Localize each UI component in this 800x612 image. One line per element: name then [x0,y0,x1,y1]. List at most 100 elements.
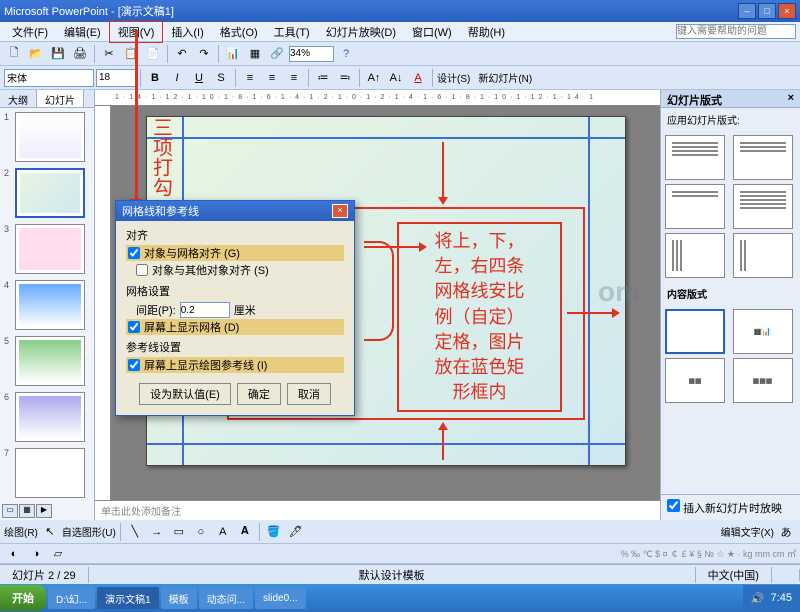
oval-icon[interactable]: ○ [191,522,211,542]
ime-icon[interactable]: あ [776,522,796,542]
menu-format[interactable]: 格式(O) [212,22,266,42]
chart-icon[interactable]: 📊 [223,44,243,64]
copy-icon[interactable]: 📋 [121,44,141,64]
menu-file[interactable]: 文件(F) [4,22,56,42]
underline-icon[interactable]: U [189,68,209,88]
default-button[interactable]: 设为默认值(E) [139,383,231,405]
guide-right[interactable] [588,117,590,465]
layout-1[interactable] [665,135,725,180]
task-4[interactable]: 动态问... [199,587,253,609]
font-size-combo[interactable] [96,69,136,87]
increase-font-icon[interactable]: A↑ [364,68,384,88]
redo-icon[interactable]: ↷ [194,44,214,64]
cb-snap-objects[interactable] [136,264,148,276]
start-button[interactable]: 开始 [0,585,46,611]
notes-pane[interactable]: 单击此处添加备注 [95,500,660,520]
system-tray[interactable]: 🔊7:45 [743,585,800,611]
guide-bottom[interactable] [147,443,625,445]
align-left-icon[interactable]: ≡ [240,68,260,88]
task-2[interactable]: 演示文稿1 [97,587,159,609]
help-icon[interactable]: ? [336,44,356,64]
layout-2[interactable] [733,135,793,180]
cut-icon[interactable]: ✂ [99,44,119,64]
menu-tools[interactable]: 工具(T) [266,22,318,42]
cb-show-grid[interactable] [128,321,140,333]
new-slide-button[interactable]: 新幻灯片(N) [478,70,532,85]
undo-icon[interactable]: ↶ [172,44,192,64]
bullets-icon[interactable]: ≔ [313,68,333,88]
align-center-icon[interactable]: ≡ [262,68,282,88]
numbering-icon[interactable]: ≕ [335,68,355,88]
maximize-button[interactable]: □ [758,3,776,19]
misc-icon-2[interactable]: ◑ [26,544,46,564]
layout-blank[interactable] [665,309,725,354]
arrow-icon[interactable]: → [147,522,167,542]
wordart-icon[interactable]: 𝐀 [235,522,255,542]
cb-snap-grid[interactable] [128,247,140,259]
paste-icon[interactable]: 📄 [143,44,163,64]
misc-icon-3[interactable]: ▱ [48,544,68,564]
font-color-icon[interactable]: A [408,68,428,88]
layout-4[interactable] [733,184,793,229]
menu-insert[interactable]: 插入(I) [163,22,211,42]
layout-3[interactable] [665,184,725,229]
print-icon[interactable]: 🖨 [70,44,90,64]
layout-content-2[interactable]: ▦▦ [665,358,725,403]
edit-text-menu[interactable]: 编辑文字(X) [721,524,774,539]
taskpane-close-icon[interactable]: × [788,92,794,105]
align-right-icon[interactable]: ≡ [284,68,304,88]
layout-content-1[interactable]: ▦📊 [733,309,793,354]
textbox-icon[interactable]: A [213,522,233,542]
ok-button[interactable]: 确定 [237,383,281,405]
save-icon[interactable]: 💾 [48,44,68,64]
menu-slideshow[interactable]: 幻灯片放映(D) [318,22,404,42]
layout-content-3[interactable]: ▦▦▦ [733,358,793,403]
hyperlink-icon[interactable]: 🔗 [267,44,287,64]
thumb-6[interactable] [15,392,85,442]
decrease-font-icon[interactable]: A↓ [386,68,406,88]
fill-color-icon[interactable]: 🪣 [264,522,284,542]
line-icon[interactable]: ╲ [125,522,145,542]
menu-window[interactable]: 窗口(W) [404,22,460,42]
task-5[interactable]: slide0... [255,587,305,609]
line-color-icon[interactable]: 🖊 [286,522,306,542]
italic-icon[interactable]: I [167,68,187,88]
zoom-combo[interactable] [289,46,334,62]
task-3[interactable]: 模板 [161,587,197,609]
menu-help[interactable]: 帮助(H) [460,22,513,42]
thumb-4[interactable] [15,280,85,330]
thumb-5[interactable] [15,336,85,386]
cancel-button[interactable]: 取消 [287,383,331,405]
new-icon[interactable]: 🗋 [4,44,24,64]
thumb-3[interactable] [15,224,85,274]
rect-icon[interactable]: ▭ [169,522,189,542]
dialog-close-icon[interactable]: × [332,204,348,218]
bold-icon[interactable]: B [145,68,165,88]
normal-view-icon[interactable]: ▭ [2,504,18,518]
guide-top[interactable] [147,137,625,139]
layout-5[interactable] [665,233,725,278]
cb-show-guides[interactable] [128,359,140,371]
spacing-input[interactable] [180,302,230,318]
font-name-combo[interactable] [4,69,94,87]
sorter-view-icon[interactable]: ▦ [19,504,35,518]
layout-6[interactable] [733,233,793,278]
table-icon[interactable]: ▦ [245,44,265,64]
thumb-2[interactable] [15,168,85,218]
minimize-button[interactable]: – [738,3,756,19]
tab-outline[interactable]: 大纲 [0,90,37,107]
taskpane-checkbox[interactable]: 插入新幻灯片时放映 [667,503,782,515]
autoshape-menu[interactable]: 自选图形(U) [62,524,116,539]
thumb-7[interactable] [15,448,85,498]
slideshow-view-icon[interactable]: ▶ [36,504,52,518]
select-icon[interactable]: ↖ [40,522,60,542]
shadow-icon[interactable]: S [211,68,231,88]
close-button[interactable]: × [778,3,796,19]
help-search-input[interactable] [676,24,796,39]
misc-icon-1[interactable]: ◐ [4,544,24,564]
open-icon[interactable]: 📂 [26,44,46,64]
menu-edit[interactable]: 编辑(E) [56,22,109,42]
thumb-1[interactable] [15,112,85,162]
draw-menu[interactable]: 绘图(R) [4,524,38,539]
tab-slides[interactable]: 幻灯片 [37,90,84,107]
